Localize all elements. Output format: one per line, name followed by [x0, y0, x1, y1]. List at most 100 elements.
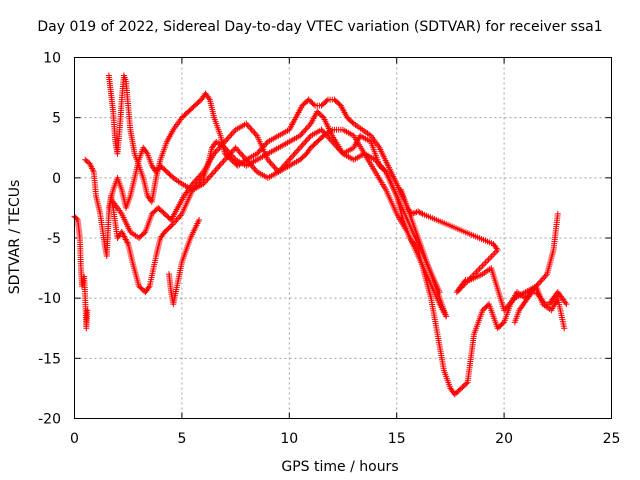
y-tick-label: 0	[52, 171, 61, 187]
data-point	[443, 313, 450, 320]
data-point	[193, 176, 200, 183]
y-tick-labels: -20 -15 -10 -5 0 5 10	[38, 51, 61, 428]
data-point	[540, 275, 547, 282]
x-tick-label: 0	[70, 431, 79, 447]
y-tick-label: 5	[52, 111, 61, 127]
data-point	[225, 134, 232, 141]
data-point	[310, 101, 317, 108]
data-point	[239, 152, 246, 159]
data-point	[488, 253, 495, 260]
data-point	[207, 173, 214, 180]
data-point	[484, 257, 491, 264]
data-point	[541, 274, 548, 281]
data-point	[223, 137, 230, 144]
data-point	[475, 267, 482, 274]
data-point	[217, 161, 224, 168]
data-point	[267, 159, 274, 166]
data-point	[485, 256, 492, 263]
grid	[74, 57, 612, 419]
y-axis-label: SDTVAR / TECUs	[7, 180, 23, 295]
series-ssa1-a	[71, 213, 91, 332]
data-point	[487, 254, 494, 261]
data-point	[319, 133, 326, 140]
data-point	[268, 161, 275, 168]
series-ssa1-d	[110, 120, 450, 320]
data-point	[235, 147, 242, 154]
x-tick-label: 20	[495, 431, 513, 447]
data-point	[490, 251, 497, 258]
data-point	[302, 138, 309, 145]
data-point	[208, 171, 215, 178]
y-tick-label: -20	[38, 412, 61, 428]
data-point	[325, 134, 332, 141]
data-point	[216, 162, 223, 169]
data-point	[463, 380, 470, 387]
x-axis-label: GPS time / hours	[281, 459, 398, 475]
data-point	[192, 177, 199, 184]
data-point	[247, 125, 254, 132]
data-point	[303, 125, 310, 132]
chart-title: Day 019 of 2022, Sidereal Day-to-day VTE…	[37, 19, 602, 35]
data-point	[561, 325, 568, 332]
data-point	[197, 177, 204, 184]
data-point	[237, 150, 244, 157]
data-point	[229, 129, 236, 136]
data-point	[204, 176, 211, 183]
data-point	[291, 150, 298, 157]
data-marks	[71, 72, 570, 398]
y-tick-label: -5	[47, 231, 61, 247]
data-point	[302, 126, 309, 133]
x-tick-label: 10	[280, 431, 298, 447]
data-point	[538, 277, 545, 284]
y-tick-label: 10	[43, 51, 61, 67]
data-point	[248, 126, 255, 133]
data-point	[84, 307, 91, 314]
data-point	[196, 216, 203, 223]
data-point	[319, 113, 326, 120]
data-point	[227, 132, 234, 139]
data-point	[303, 137, 310, 144]
data-point	[209, 170, 216, 177]
data-point	[213, 165, 220, 172]
data-point	[212, 167, 219, 174]
data-point	[301, 140, 308, 147]
data-point	[271, 164, 278, 171]
data-point	[554, 210, 561, 217]
data-point	[299, 129, 306, 136]
data-point	[220, 158, 227, 165]
series-ssa1-g	[511, 289, 570, 326]
data-point	[213, 147, 220, 154]
data-point	[141, 230, 148, 237]
data-point	[478, 264, 485, 271]
data-point	[482, 259, 489, 266]
data-point	[224, 135, 231, 142]
data-point	[305, 135, 312, 142]
x-tick-label: 25	[603, 431, 621, 447]
data-point	[232, 144, 239, 151]
data-point	[299, 141, 306, 148]
data-point	[229, 147, 236, 154]
x-tick-labels: 0 5 10 15 20 25	[70, 431, 620, 447]
data-point	[228, 149, 235, 156]
data-point	[169, 221, 176, 228]
data-point	[228, 131, 235, 138]
series-ssa1-e	[105, 126, 443, 296]
data-point	[436, 289, 443, 296]
data-point	[290, 152, 297, 159]
y-tick-label: -15	[38, 351, 61, 367]
data-point	[288, 153, 295, 160]
series-ssa1-f	[397, 186, 561, 314]
x-tick-label: 15	[388, 431, 406, 447]
data-point	[270, 162, 277, 169]
data-point	[251, 129, 258, 136]
series-ssa1-b	[82, 108, 568, 398]
x-tick-label: 5	[177, 431, 186, 447]
data-point	[476, 265, 483, 272]
data-point	[481, 261, 488, 268]
data-point	[563, 301, 570, 308]
data-point	[197, 171, 204, 178]
data-point	[219, 159, 226, 166]
data-point	[295, 146, 302, 153]
data-point	[493, 248, 500, 255]
